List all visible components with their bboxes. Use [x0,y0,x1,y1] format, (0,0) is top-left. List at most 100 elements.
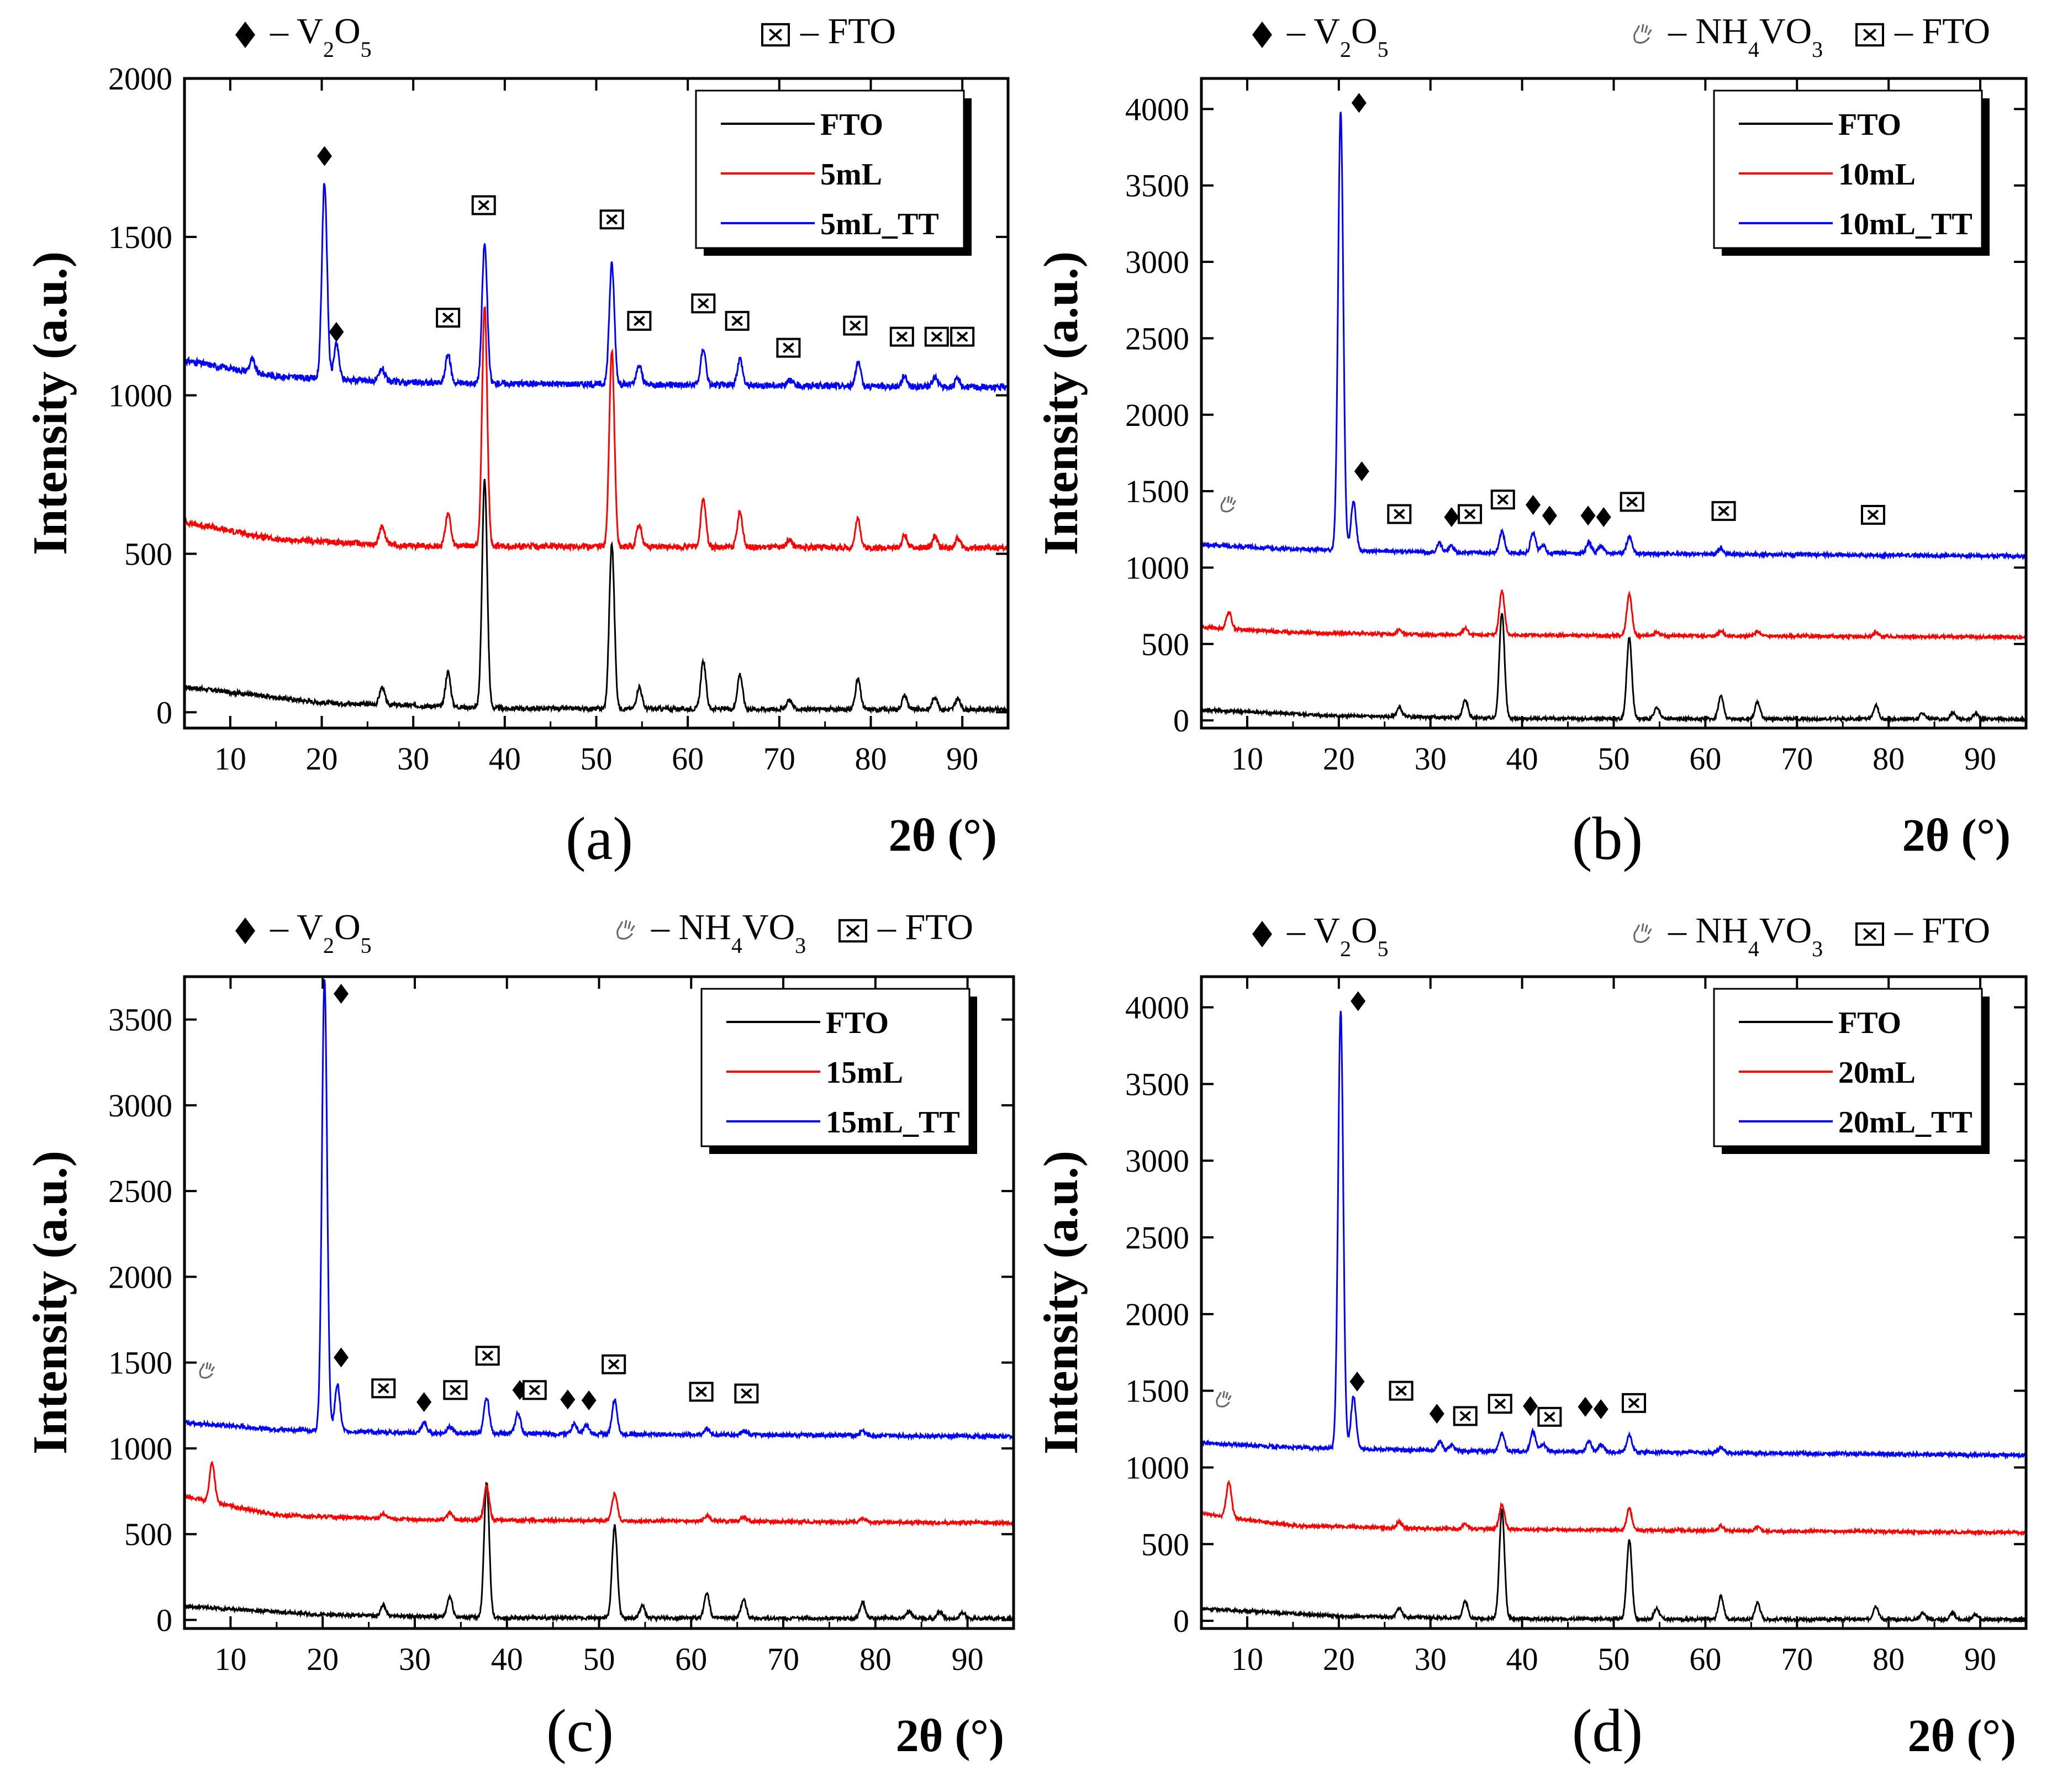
x-tick-label: 60 [1689,1641,1721,1677]
x-tick-label: 80 [1873,741,1905,777]
series-line-5mL [184,306,1008,553]
x-tick-label: 50 [1598,741,1630,777]
legend-symbol-v2o5 [235,918,255,944]
series-line-10mL [1201,589,2026,642]
peak-marker-fto [599,209,624,230]
legend-entry: 15mL [826,1056,903,1090]
series-line-FTO [1201,613,2026,724]
x-tick-label: 50 [1598,1641,1630,1677]
x-tick-label: 20 [307,1641,339,1677]
peak-marker-v2o5 [1596,507,1611,528]
y-tick-label: 3500 [1125,1066,1189,1102]
legend-symbol-v2o5 [1252,921,1272,947]
x-tick-label: 60 [675,1641,707,1677]
legend-entry: 5mL_TT [820,207,939,241]
symbol-legend-fto: – FTO [1894,11,1990,51]
y-tick-label: 2500 [1125,320,1189,356]
peak-marker-v2o5 [560,1389,576,1410]
y-tick-label: 1000 [1125,1450,1189,1485]
peak-marker-fto [776,338,801,358]
x-tick-label: 30 [1415,741,1447,777]
x-tick-label: 40 [1506,1641,1538,1677]
y-tick-label: 500 [1141,626,1189,662]
peak-marker-fto [522,1380,547,1400]
x-tick-label: 10 [214,741,246,777]
chart-panel-d: 10 20 30 40 50 60 70 80 90 0 500 1000 1500 2000 2500 30… [1035,910,2028,1764]
legend-symbol-fto [1855,23,1884,47]
y-tick-label: 3500 [1125,168,1189,204]
x-tick-label: 20 [306,741,338,777]
peak-marker-fto [627,310,652,331]
chart-panel-a: 10 20 30 40 50 60 70 80 90 0 500 1000 1500 2000 Intens… [24,11,1010,872]
peak-marker-v2o5 [1523,1396,1538,1416]
legend-entry: 5mL [820,157,882,192]
peak-marker-v2o5 [1354,461,1369,482]
peak-marker-fto [1711,501,1736,521]
series-line-5mL_TT [184,183,1008,393]
peak-marker-v2o5 [1351,93,1367,113]
symbol-legend-fto: – FTO [1894,910,1990,951]
symbol-legend-fto: – FTO [877,907,973,947]
peak-marker-fto [1387,504,1412,524]
legend-symbol-fto [761,23,790,47]
y-tick-label: 3000 [1125,1143,1189,1179]
legend-box [1713,988,1983,1147]
symbol-legend-v2o5: – V2O5 [1286,910,1389,961]
x-axis-label: 2θ (°) [889,810,997,861]
x-tick-label: 80 [859,1641,892,1677]
y-axis-label: Intensity (a.u.) [1035,251,1088,555]
series-line-15mL_TT [184,979,1014,1441]
symbol-legend-nh4vo3: – NH4VO3 [1668,11,1823,62]
symbol-legend-v2o5: – V2O5 [270,11,372,62]
legend-symbol-fto [1855,922,1884,946]
peak-marker-fto [924,326,949,347]
panel-label: (b) [1572,805,1643,872]
x-tick-label: 50 [583,1641,615,1677]
legend-entry: FTO [1838,108,1901,142]
y-tick-label: 3000 [108,1088,172,1124]
x-tick-label: 80 [1873,1641,1905,1677]
y-tick-label: 0 [1173,703,1189,739]
peak-marker-v2o5 [1593,1399,1608,1419]
x-tick-label: 30 [1415,1641,1447,1677]
y-tick-label: 4000 [1125,990,1189,1026]
y-tick-label: 1500 [108,1345,172,1381]
panel-label: (d) [1572,1697,1643,1764]
peak-marker-v2o5 [1351,991,1366,1011]
x-tick-label: 30 [399,1641,431,1677]
x-tick-label: 90 [946,741,978,777]
panel-label: (a) [566,805,633,872]
x-tick-label: 40 [1506,741,1538,777]
y-tick-label: 0 [156,1602,172,1638]
peak-marker-v2o5 [416,1392,432,1412]
peak-marker-fto [734,1383,759,1404]
peak-marker-v2o5 [1526,495,1541,515]
x-tick-label: 80 [855,741,887,777]
symbol-legend-v2o5: – V2O5 [1286,11,1389,62]
y-tick-label: 500 [124,536,172,572]
x-tick-label: 70 [763,741,795,777]
y-axis-label: Intensity (a.u.) [24,1151,77,1454]
peak-marker-fto [889,326,914,347]
series-line-10mL_TT [1201,112,2026,561]
y-tick-label: 3000 [1125,244,1189,280]
peak-marker-fto [1621,1393,1646,1413]
series-line-20mL [1201,1479,2026,1537]
panel-label: (c) [546,1697,614,1764]
legend-box [695,89,965,249]
peak-marker-v2o5 [334,984,349,1004]
peak-marker-v2o5 [334,1347,349,1368]
y-axis-label: Intensity (a.u.) [24,251,77,555]
peak-marker-v2o5 [1444,507,1459,528]
x-tick-label: 70 [1781,1641,1813,1677]
legend-symbol-nh4vo3 [1633,923,1652,943]
legend-entry: FTO [826,1006,889,1040]
x-tick-label: 10 [214,1641,246,1677]
y-tick-label: 500 [1141,1526,1189,1562]
x-tick-label: 20 [1323,1641,1355,1677]
peak-marker-fto [1453,1406,1478,1426]
chart-panel-c: 10 20 30 40 50 60 70 80 90 0 500 1000 1500 2000 2500 30… [24,907,1015,1764]
legend-entry: 15mL_TT [826,1105,960,1140]
peak-marker-v2o5 [1578,1396,1593,1417]
